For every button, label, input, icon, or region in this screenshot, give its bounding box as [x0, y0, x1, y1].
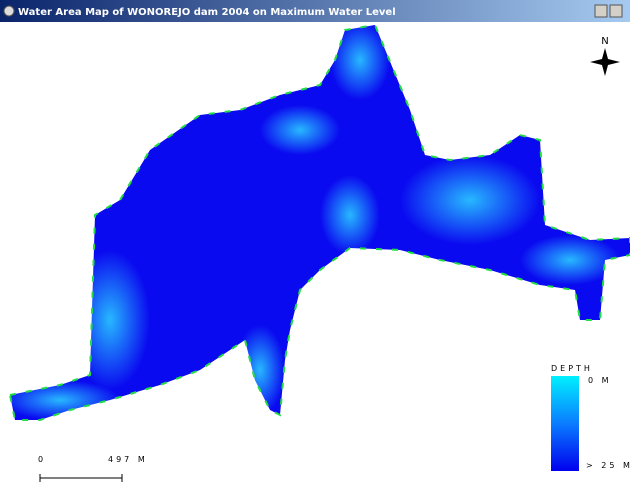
scale-start-label: 0: [38, 455, 46, 464]
north-label: N: [601, 36, 608, 47]
legend-min-label: 0 M: [588, 376, 612, 385]
minimize-button[interactable]: [595, 5, 607, 17]
shallow-water: [320, 175, 380, 255]
legend-max-label: > 25 M: [586, 461, 630, 470]
scale-end-label: 497 M: [108, 455, 148, 464]
legend-title: DEPTH: [551, 364, 593, 373]
shallow-water: [260, 105, 340, 155]
shallow-water: [400, 155, 540, 245]
window-icon: [4, 6, 14, 16]
maximize-button[interactable]: [610, 5, 622, 17]
map-window: Water Area Map of WONOREJO dam 2004 on M…: [0, 0, 630, 491]
legend-color-ramp: [551, 376, 579, 471]
window-title: Water Area Map of WONOREJO dam 2004 on M…: [18, 7, 396, 18]
